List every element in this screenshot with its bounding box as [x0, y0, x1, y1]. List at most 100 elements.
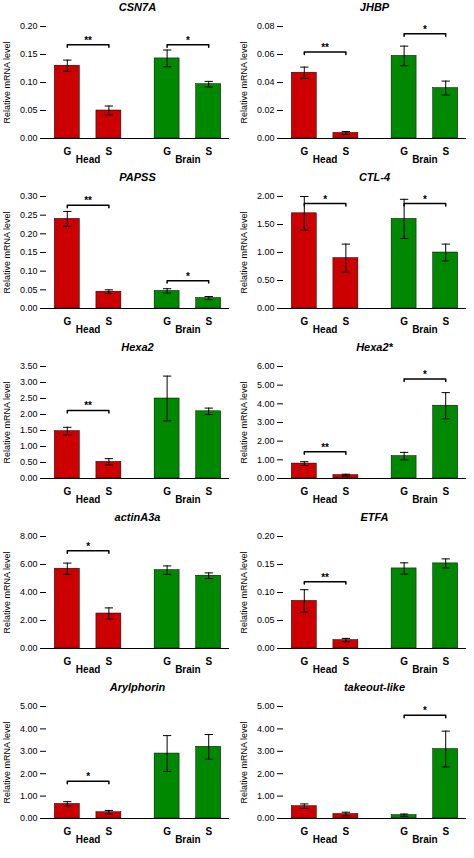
svg-text:3.00: 3.00: [257, 417, 275, 427]
svg-text:Relative mRNA level: Relative mRNA level: [239, 551, 249, 633]
svg-text:0.08: 0.08: [257, 21, 275, 31]
svg-text:6.00: 6.00: [20, 559, 38, 569]
svg-text:Relative mRNA level: Relative mRNA level: [2, 551, 12, 633]
svg-text:0.15: 0.15: [257, 559, 275, 569]
svg-text:**: **: [84, 35, 92, 46]
svg-text:G: G: [163, 486, 171, 497]
svg-text:0.10: 0.10: [20, 77, 38, 87]
svg-text:0.04: 0.04: [257, 77, 275, 87]
svg-text:0.20: 0.20: [257, 531, 275, 541]
svg-text:G: G: [300, 316, 308, 327]
svg-text:Head: Head: [76, 154, 100, 165]
svg-text:G: G: [63, 486, 71, 497]
svg-text:Brain: Brain: [175, 494, 201, 505]
svg-text:**: **: [321, 42, 329, 53]
svg-text:Relative mRNA level: Relative mRNA level: [2, 41, 12, 123]
svg-text:Head: Head: [313, 324, 337, 335]
svg-text:*: *: [186, 271, 190, 282]
svg-text:0.10: 0.10: [20, 266, 38, 276]
svg-text:4.00: 4.00: [257, 724, 275, 734]
svg-text:G: G: [400, 486, 408, 497]
svg-text:Relative mRNA level: Relative mRNA level: [239, 211, 249, 293]
svg-text:*: *: [86, 771, 90, 782]
svg-text:G: G: [400, 146, 408, 157]
svg-text:S: S: [442, 146, 449, 157]
svg-text:S: S: [205, 656, 212, 667]
svg-text:0.15: 0.15: [20, 247, 38, 257]
svg-text:Brain: Brain: [412, 664, 438, 675]
svg-text:1.50: 1.50: [257, 219, 275, 229]
svg-text:Brain: Brain: [412, 834, 438, 845]
svg-text:S: S: [343, 826, 350, 837]
svg-text:Brain: Brain: [175, 664, 201, 675]
svg-text:Relative mRNA level: Relative mRNA level: [239, 721, 249, 803]
svg-text:G: G: [163, 656, 171, 667]
svg-text:1.00: 1.00: [20, 441, 38, 451]
svg-text:0.00: 0.00: [257, 643, 275, 653]
svg-text:G: G: [300, 486, 308, 497]
svg-text:1.00: 1.00: [257, 247, 275, 257]
svg-text:0.06: 0.06: [257, 49, 275, 59]
svg-text:1.50: 1.50: [20, 425, 38, 435]
svg-text:5.00: 5.00: [20, 701, 38, 711]
svg-text:0.20: 0.20: [20, 21, 38, 31]
svg-text:2.00: 2.00: [257, 436, 275, 446]
svg-text:0.30: 0.30: [20, 191, 38, 201]
svg-text:0.00: 0.00: [20, 813, 38, 823]
svg-text:G: G: [163, 826, 171, 837]
svg-text:**: **: [84, 195, 92, 206]
svg-text:G: G: [63, 826, 71, 837]
svg-text:0.00: 0.00: [257, 473, 275, 483]
svg-text:1.00: 1.00: [20, 791, 38, 801]
svg-text:0.15: 0.15: [20, 49, 38, 59]
svg-text:0.50: 0.50: [20, 457, 38, 467]
svg-text:Head: Head: [313, 664, 337, 675]
svg-text:6.00: 6.00: [257, 361, 275, 371]
svg-text:5.00: 5.00: [257, 380, 275, 390]
svg-text:3.50: 3.50: [20, 361, 38, 371]
svg-text:1.00: 1.00: [257, 791, 275, 801]
svg-text:S: S: [442, 486, 449, 497]
svg-text:0.00: 0.00: [20, 473, 38, 483]
svg-text:4.00: 4.00: [20, 587, 38, 597]
svg-text:Head: Head: [76, 324, 100, 335]
svg-text:2.00: 2.00: [20, 615, 38, 625]
svg-text:G: G: [400, 826, 408, 837]
svg-text:1.00: 1.00: [257, 455, 275, 465]
svg-text:Head: Head: [313, 154, 337, 165]
svg-text:G: G: [400, 316, 408, 327]
svg-text:G: G: [300, 146, 308, 157]
svg-text:Relative mRNA level: Relative mRNA level: [239, 41, 249, 123]
svg-text:3.00: 3.00: [20, 377, 38, 387]
svg-text:*: *: [86, 541, 90, 552]
svg-text:Head: Head: [313, 494, 337, 505]
svg-text:2.00: 2.00: [257, 191, 275, 201]
svg-text:0.10: 0.10: [257, 587, 275, 597]
svg-text:G: G: [163, 316, 171, 327]
svg-text:0.05: 0.05: [20, 285, 38, 295]
svg-text:4.00: 4.00: [20, 724, 38, 734]
svg-text:S: S: [343, 656, 350, 667]
svg-text:**: **: [84, 400, 92, 411]
svg-text:0.50: 0.50: [257, 275, 275, 285]
svg-text:*: *: [423, 369, 427, 380]
svg-text:Relative mRNA level: Relative mRNA level: [2, 721, 12, 803]
svg-text:Brain: Brain: [412, 154, 438, 165]
svg-text:2.00: 2.00: [20, 769, 38, 779]
svg-text:Head: Head: [76, 494, 100, 505]
svg-text:S: S: [343, 316, 350, 327]
svg-text:5.00: 5.00: [257, 701, 275, 711]
svg-text:0.00: 0.00: [20, 133, 38, 143]
svg-text:Brain: Brain: [412, 324, 438, 335]
svg-text:2.00: 2.00: [257, 769, 275, 779]
svg-text:0.00: 0.00: [257, 813, 275, 823]
svg-text:S: S: [106, 486, 113, 497]
svg-text:*: *: [323, 194, 327, 205]
svg-text:Relative mRNA level: Relative mRNA level: [2, 381, 12, 463]
svg-text:*: *: [423, 194, 427, 205]
svg-text:Brain: Brain: [175, 324, 201, 335]
svg-text:0.00: 0.00: [257, 303, 275, 313]
svg-text:2.50: 2.50: [20, 393, 38, 403]
svg-text:0.20: 0.20: [20, 229, 38, 239]
svg-text:Head: Head: [76, 834, 100, 845]
